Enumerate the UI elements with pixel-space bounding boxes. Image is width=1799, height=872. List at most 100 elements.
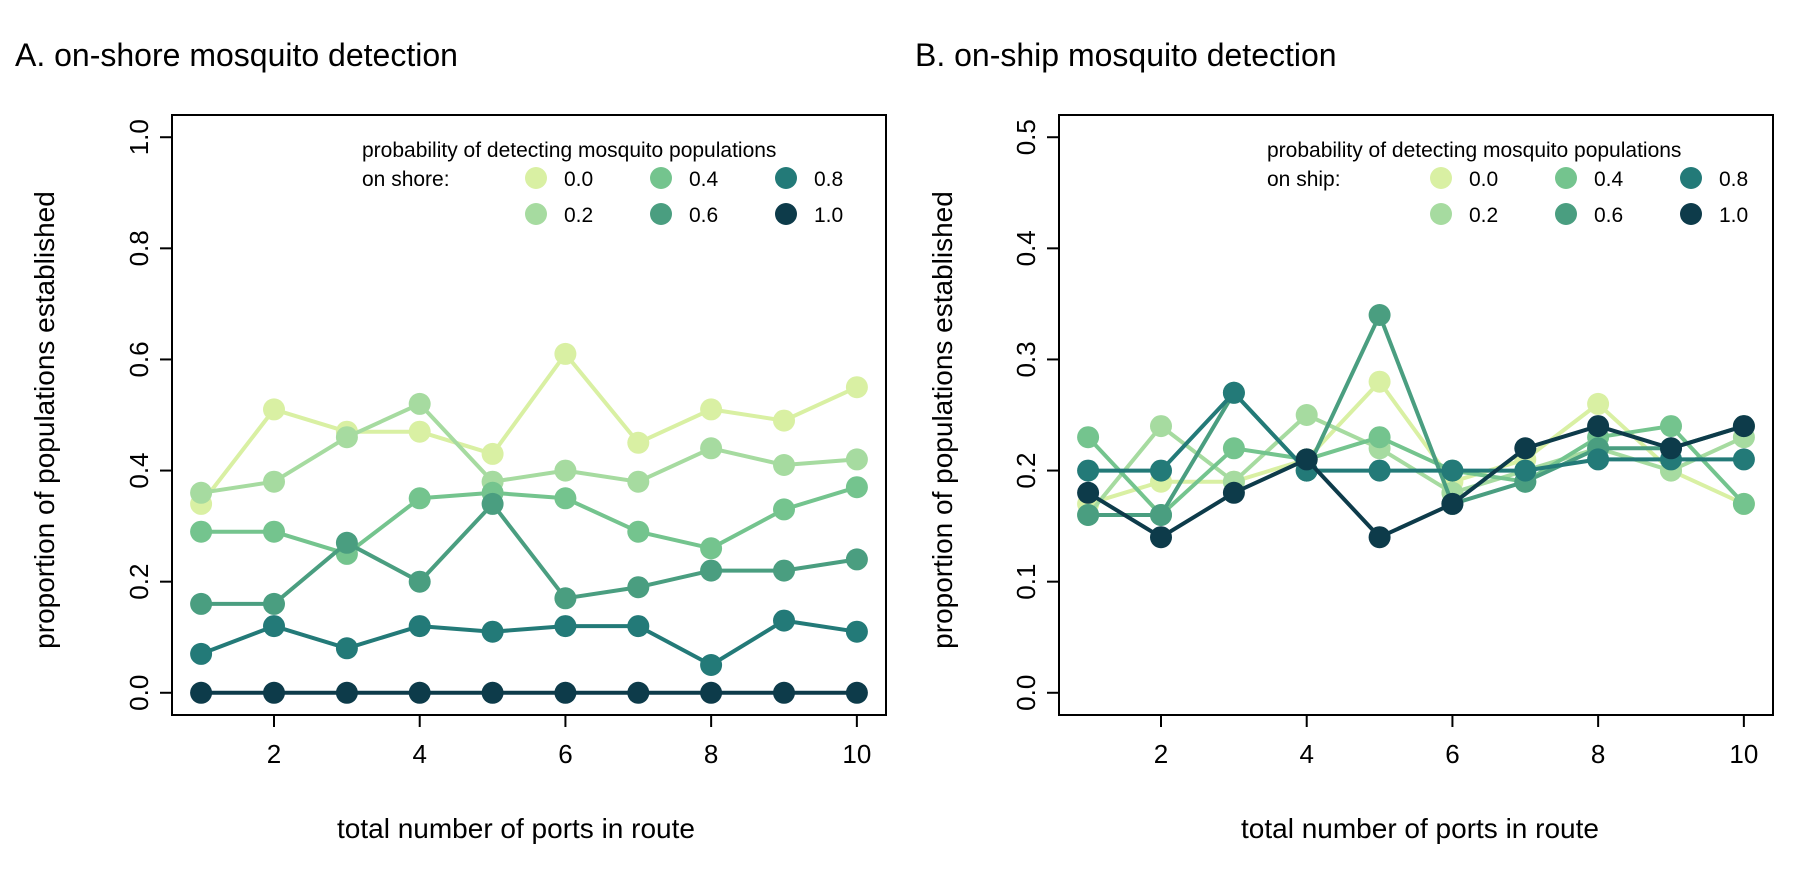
panel-b-x-tick-label: 10	[1729, 739, 1758, 769]
panel-a-data-point	[408, 681, 431, 704]
panel-a-data-point	[481, 620, 504, 643]
panel-a-series-line	[200, 618, 858, 667]
panel-a-x-tick-label: 10	[842, 739, 871, 769]
panel-a-data-point	[554, 587, 577, 610]
panel-a-data-point	[773, 559, 795, 582]
panel-a: A. on-shore mosquito detection proportio…	[15, 37, 887, 844]
panel-a-data-point	[845, 476, 868, 499]
panel-a-series-0.8	[190, 609, 868, 676]
panel-a-series-0.6	[190, 492, 868, 615]
panel-a-legend-swatch	[650, 203, 672, 225]
panel-b-series-1.0	[1077, 415, 1755, 549]
panel-a-data-point	[554, 487, 577, 510]
panel-b-x-tick-label: 6	[1445, 739, 1459, 769]
panel-b-data-point	[1077, 426, 1100, 449]
panel-b-legend-swatch	[1555, 167, 1577, 189]
panel-b-plot-frame	[1058, 114, 1774, 716]
panel-b-data-point	[1660, 437, 1682, 460]
panel-b-legend-label: 0.8	[1719, 168, 1748, 191]
panel-a-data-point	[408, 392, 431, 415]
panel-a-data-point	[335, 426, 358, 449]
panel-a-data-point	[190, 592, 213, 615]
panel-b-y-tick-label: 0.1	[1011, 564, 1041, 600]
panel-b-data-point	[1295, 448, 1318, 471]
panel-a-y-tick-label: 0.4	[124, 452, 154, 488]
panel-a-data-point	[263, 615, 285, 638]
panel-b-legend-label: 1.0	[1719, 204, 1748, 227]
panel-b-ticks: 2 4 6 8 10 0.0 0.1 0.2 0.3 0.4 0.5	[1011, 119, 1758, 769]
panel-a-legend-label: 0.2	[564, 204, 593, 227]
panel-a-y-tick-label: 0.2	[124, 564, 154, 600]
panel-a-data-point	[627, 681, 650, 704]
panel-b-legend-swatch	[1430, 167, 1452, 189]
panel-b-data-point	[1587, 415, 1610, 438]
panel-b-data-point	[1660, 415, 1682, 438]
panel-a-data-point	[773, 498, 795, 521]
panel-b-data-point	[1587, 448, 1610, 471]
panel-a-x-tick-label: 8	[704, 739, 718, 769]
panel-a-data-point	[773, 454, 795, 476]
panel-a-series-line	[201, 501, 858, 606]
panel-b-data-point	[1441, 492, 1464, 515]
panel-b-data-point	[1222, 481, 1245, 504]
panel-a-ticks: 2 4 6 8 10 0.0 0.2 0.4 0.6 0.8 1.0	[124, 119, 871, 769]
panel-a-series-line	[199, 351, 858, 506]
panel-a-plot-frame	[171, 114, 887, 716]
panel-a-y-tick-label: 0.8	[124, 230, 154, 266]
panel-b-x-tick-label: 2	[1154, 739, 1168, 769]
panel-b-series-0.8	[1077, 381, 1755, 482]
panel-b-data-point	[1732, 415, 1755, 438]
panel-a-legend-label: 0.8	[814, 168, 843, 191]
panel-b-y-tick-label: 0.5	[1011, 119, 1041, 155]
panel-b-data-point	[1368, 304, 1391, 326]
panel-b-data-point	[1295, 404, 1318, 426]
panel-a-legend-title-line1: probability of detecting mosquito popula…	[362, 139, 776, 162]
panel-a-data-point	[773, 609, 795, 632]
panel-b-data-point	[1077, 504, 1100, 526]
panel-b-x-tick-label: 8	[1591, 739, 1605, 769]
panel-b-legend-title-line1: probability of detecting mosquito popula…	[1267, 139, 1681, 162]
panel-b: B. on-ship mosquito detection proportion…	[915, 37, 1774, 844]
panel-a-y-axis-label: proportion of populations established	[29, 191, 60, 649]
panel-b-legend-swatch	[1555, 203, 1577, 225]
panel-a-x-tick-label: 2	[267, 739, 281, 769]
panel-a-data-point	[335, 681, 358, 704]
panel-b-legend-title-line2: on ship:	[1267, 168, 1341, 191]
panel-b-data-point	[1150, 526, 1172, 549]
panel-a-data-point	[408, 420, 431, 443]
panel-b-x-axis-label: total number of ports in route	[1241, 813, 1599, 844]
panel-b-data-point	[1368, 526, 1391, 549]
panel-a-legend-swatch	[775, 167, 797, 189]
panel-a-data-point	[700, 681, 723, 704]
panel-a-data-point	[554, 342, 577, 365]
panel-b-legend-swatch	[1430, 203, 1452, 225]
panel-b-data-point	[1222, 381, 1245, 404]
panel-a-data-point	[190, 520, 213, 543]
panel-a-data-point	[700, 654, 723, 676]
panel-b-data-point	[1150, 504, 1172, 526]
panel-a-data-point	[190, 481, 213, 504]
panel-b-data-point	[1587, 392, 1610, 415]
panel-b-data-point	[1222, 437, 1245, 460]
panel-b-y-tick-label: 0.2	[1011, 452, 1041, 488]
panel-b-y-tick-label: 0.0	[1011, 675, 1041, 711]
panel-a-legend-swatch	[525, 167, 547, 189]
panel-a-data-point	[627, 576, 650, 599]
panel-b-data-point	[1150, 459, 1172, 482]
panel-a-data-point	[481, 492, 504, 515]
panel-a-data-point	[481, 442, 504, 465]
panel-b-series-line	[1087, 424, 1745, 540]
panel-a-data-point	[627, 615, 650, 638]
panel-b-series-line	[1088, 313, 1745, 517]
panel-a-data-point	[554, 459, 577, 482]
panel-b-legend-label: 0.4	[1594, 168, 1624, 191]
panel-a-data-point	[627, 520, 650, 543]
panel-b-legend: 0.0 0.2 0.4 0.6 0.8 1.0	[1430, 167, 1748, 227]
panel-a-legend-label: 1.0	[814, 204, 843, 227]
panel-a-y-tick-label: 0.6	[124, 341, 154, 377]
panel-b-data-point	[1732, 448, 1755, 471]
panel-b-title: B. on-ship mosquito detection	[915, 37, 1337, 73]
panel-b-data-point	[1368, 426, 1391, 449]
panel-a-data-point	[263, 520, 285, 543]
panel-b-series-line	[1086, 424, 1746, 517]
